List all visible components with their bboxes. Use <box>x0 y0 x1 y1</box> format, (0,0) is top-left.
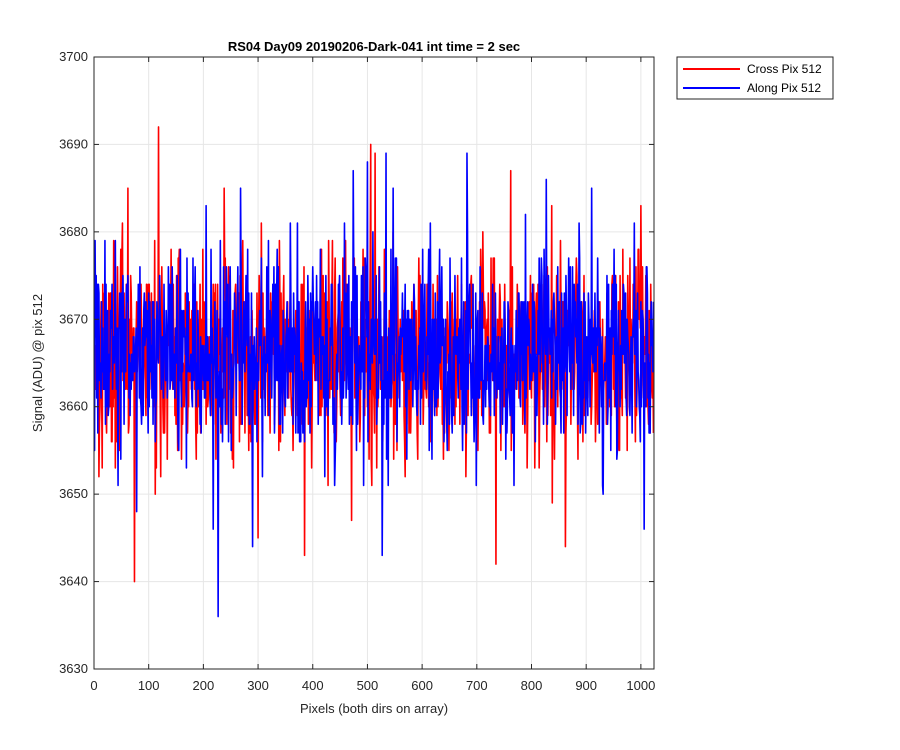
x-tick-label: 300 <box>247 678 269 693</box>
y-tick-label: 3640 <box>59 574 88 589</box>
x-tick-label: 100 <box>138 678 160 693</box>
y-tick-label: 3700 <box>59 49 88 64</box>
x-tick-label: 500 <box>357 678 379 693</box>
x-tick-label: 700 <box>466 678 488 693</box>
chart-title: RS04 Day09 20190206-Dark-041 int time = … <box>228 39 520 54</box>
x-tick-label: 600 <box>411 678 433 693</box>
x-tick-label: 200 <box>193 678 215 693</box>
legend-box <box>676 56 834 100</box>
tick-labels: 0 100 200 300 400 500 600 700 800 900 1000 3630 3640… <box>59 49 655 693</box>
ticks <box>93 56 654 670</box>
y-tick-label: 3680 <box>59 224 88 239</box>
y-axis-label: Signal (ADU) @ pix 512 <box>30 294 45 432</box>
x-tick-label: 1000 <box>626 678 655 693</box>
y-tick-label: 3670 <box>59 311 88 326</box>
legend-label-along: Along Pix 512 <box>747 81 821 95</box>
legend: Cross Pix 512 Along Pix 512 <box>676 56 834 100</box>
x-tick-label: 0 <box>90 678 97 693</box>
x-tick-label: 400 <box>302 678 324 693</box>
y-tick-label: 3690 <box>59 136 88 151</box>
x-tick-label: 900 <box>575 678 597 693</box>
x-tick-label: 800 <box>521 678 543 693</box>
series-layer <box>94 126 654 618</box>
legend-label-cross: Cross Pix 512 <box>747 62 822 76</box>
x-axis-label: Pixels (both dirs on array) <box>300 701 448 716</box>
plot-frame <box>93 56 655 670</box>
y-tick-label: 3650 <box>59 486 88 501</box>
y-tick-label: 3660 <box>59 399 88 414</box>
series-line-along-pix-512 <box>94 152 654 618</box>
y-tick-label: 3630 <box>59 661 88 676</box>
